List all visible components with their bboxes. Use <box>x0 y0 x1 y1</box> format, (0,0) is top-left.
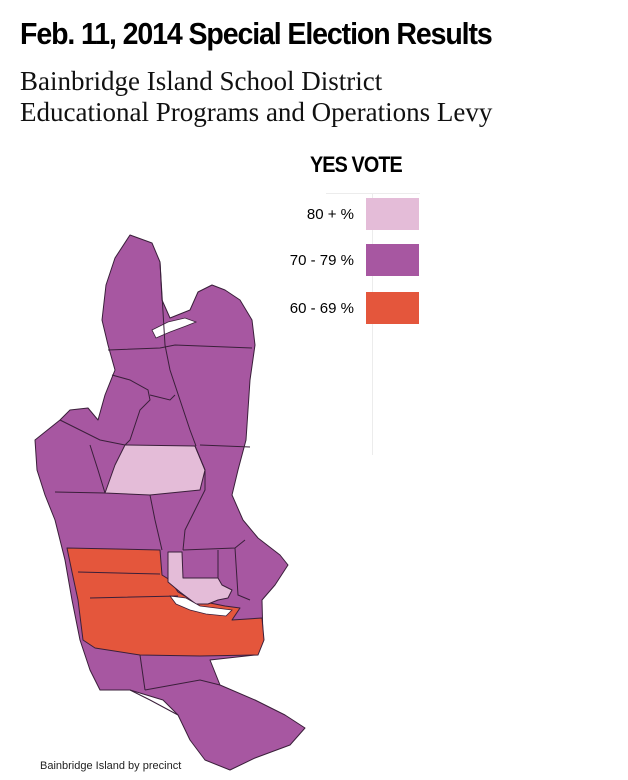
legend-item-70-79: 70 - 79 % <box>230 244 430 278</box>
precinct-boundary <box>89 444 106 494</box>
precinct-boundary <box>149 494 163 551</box>
precinct-boundary <box>234 547 251 601</box>
precinct-boundary <box>111 374 151 446</box>
precinct-boundary <box>54 491 106 494</box>
subtitle-line-2: Educational Programs and Operations Levy <box>20 97 493 127</box>
precinct-boundary <box>107 344 253 351</box>
precinct-boundary <box>144 679 221 691</box>
legend-label: 70 - 79 % <box>289 252 354 269</box>
north-inlet <box>151 317 198 339</box>
precinct-boundary <box>77 571 179 691</box>
precinct-boundary <box>199 444 251 448</box>
precinct-80-plus-south <box>167 551 233 605</box>
legend-swatch <box>366 198 419 230</box>
precinct-boundary <box>182 445 206 551</box>
precinct-boundary <box>129 689 179 716</box>
map-credit: Bainbridge Island by precinct <box>40 760 182 772</box>
legend-label: 80 + % <box>306 206 354 223</box>
legend-swatch <box>366 292 419 324</box>
legend-divider <box>372 193 373 455</box>
precinct-boundary <box>159 261 197 447</box>
subtitle: Bainbridge Island School District Educat… <box>20 66 492 128</box>
precinct-boundary <box>59 419 126 446</box>
page-title: Feb. 11, 2014 Special Election Results <box>20 16 493 51</box>
legend-divider <box>326 193 420 194</box>
subtitle-line-1: Bainbridge Island School District <box>20 66 383 96</box>
legend-item-80-plus: 80 + % <box>230 198 430 232</box>
south-inlet <box>169 595 233 617</box>
legend-swatch <box>366 244 419 276</box>
precinct-boundary <box>149 394 176 401</box>
legend-label: 60 - 69 % <box>289 300 354 317</box>
legend-item-60-69: 60 - 69 % <box>230 292 430 326</box>
legend-title: YES VOTE <box>310 152 403 177</box>
